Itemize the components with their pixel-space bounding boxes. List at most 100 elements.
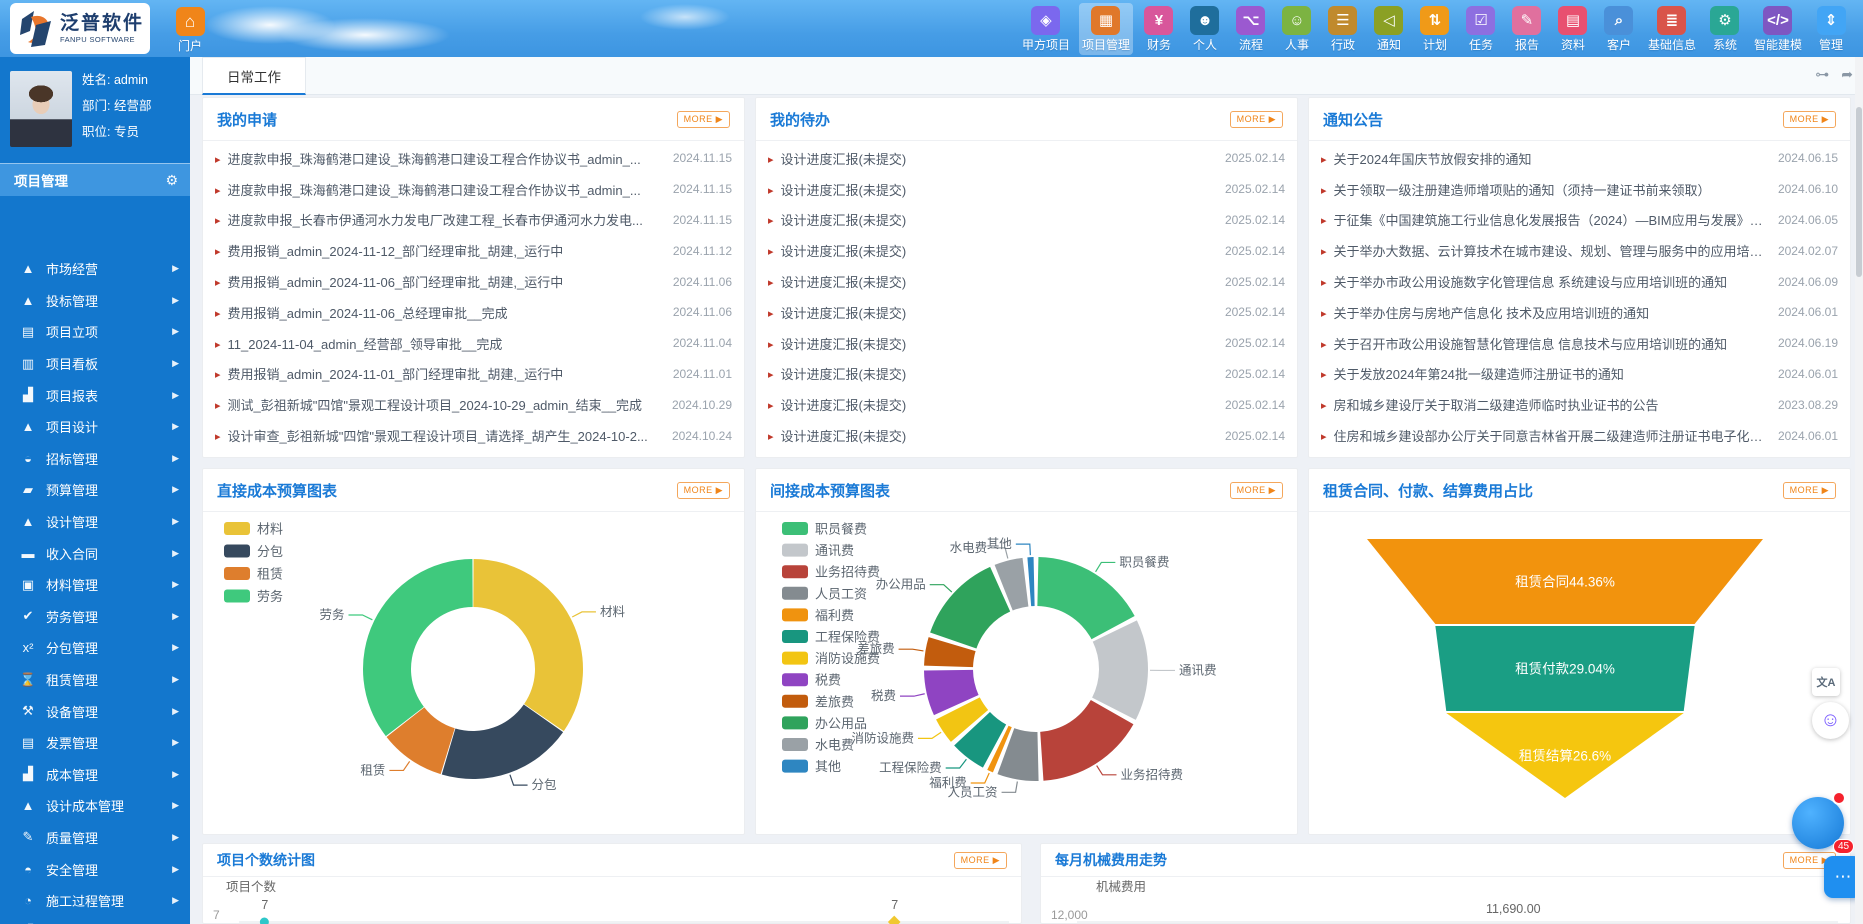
request-list-item[interactable]: 进度款申报_长春市伊通河水力发电厂改建工程_长春市伊通河水力发电... 2024…: [215, 210, 732, 229]
notification-dot: [1832, 791, 1846, 805]
top-nav-item[interactable]: ☑ 任务: [1461, 3, 1501, 55]
sidebar-menu-item[interactable]: ▤ 发票管理 ▶: [0, 727, 190, 759]
top-nav: ◈ 甲方项目 ▦ 项目管理 ¥ 财务 ☻ 个人: [1019, 3, 1851, 55]
svg-text:7: 7: [261, 898, 268, 912]
notice-list-item[interactable]: 于征集《中国建筑施工行业信息化发展报告（2024）—BIM应用与发展》材料...…: [1321, 210, 1838, 229]
todo-list-item[interactable]: 设计进度汇报(未提交) 2025.02.14: [768, 210, 1285, 229]
sidebar-menu-item[interactable]: x² 分包管理 ▶: [0, 632, 190, 664]
notice-list-item[interactable]: 关于领取一级注册建造师增项贴的通知（须持一建证书前来领取） 2024.06.10: [1321, 180, 1838, 199]
notice-list-item[interactable]: 关于发放2024年第24批一级建造师注册证书的通知 2024.06.01: [1321, 364, 1838, 383]
request-list-item[interactable]: 费用报销_admin_2024-11-06_部门经理审批_胡建,_运行中 202…: [215, 272, 732, 291]
gear-icon[interactable]: ⚙: [165, 171, 178, 188]
top-nav-item[interactable]: ✎ 报告: [1507, 3, 1547, 55]
todo-list-item[interactable]: 设计进度汇报(未提交) 2025.02.14: [768, 272, 1285, 291]
top-nav-item[interactable]: ⌕ 客户: [1599, 3, 1639, 55]
top-nav-item[interactable]: ▤ 资料: [1553, 3, 1593, 55]
item-text: 关于举办住房与房地产信息化 技术及应用培训班的通知: [1333, 305, 1650, 321]
logo-subtitle: FANPU SOFTWARE: [60, 35, 135, 44]
bullet-icon: [215, 305, 228, 320]
sidebar-menu-item[interactable]: ▣ 材料管理 ▶: [0, 569, 190, 601]
top-nav-item[interactable]: </> 智能建模: [1751, 3, 1805, 55]
top-nav-item[interactable]: ⚙ 系统: [1705, 3, 1745, 55]
portal-button[interactable]: ⌂ 门户: [168, 4, 212, 54]
notice-list-item[interactable]: 关于举办住房与房地产信息化 技术及应用培训班的通知 2024.06.01: [1321, 303, 1838, 322]
tab-bar: 日常工作 ⊶ ➦: [190, 57, 1863, 95]
notice-list-item[interactable]: 关于2024年国庆节放假安排的通知 2024.06.15: [1321, 149, 1838, 168]
top-nav-item[interactable]: ☰ 行政: [1323, 3, 1363, 55]
todo-list-item[interactable]: 设计进度汇报(未提交) 2025.02.14: [768, 241, 1285, 260]
scrollbar-thumb[interactable]: [1856, 107, 1862, 277]
key-icon[interactable]: ⊶: [1815, 66, 1830, 82]
sidebar-menu-item[interactable]: ▬ 收入合同 ▶: [0, 537, 190, 569]
sidebar-menu-item[interactable]: ◒ 招标管理 ▶: [0, 443, 190, 475]
sidebar-menu-item[interactable]: ✎ 质量管理 ▶: [0, 822, 190, 854]
sidebar-menu-item[interactable]: ▲ 项目设计 ▶: [0, 411, 190, 443]
request-list-item[interactable]: 测试_彭祖新城"四馆"景观工程设计项目_2024-10-29_admin_结束_…: [215, 395, 732, 414]
more-button[interactable]: MORE ▶: [1782, 110, 1836, 128]
top-nav-item[interactable]: ≣ 基础信息: [1645, 3, 1699, 55]
notice-list-item[interactable]: 房和城乡建设厅关于取消二级建造师临时执业证书的公告 2023.08.29: [1321, 395, 1838, 414]
request-list-item[interactable]: 进度款申报_珠海鹤港口建设_珠海鹤港口建设工程合作协议书_admin_... 2…: [215, 149, 732, 168]
sidebar-menu-item[interactable]: ⌛ 租赁管理 ▶: [0, 664, 190, 696]
top-nav-item[interactable]: ⇅ 计划: [1415, 3, 1455, 55]
sidebar-menu-item[interactable]: ▥ 项目看板 ▶: [0, 348, 190, 380]
todo-list-item[interactable]: 设计进度汇报(未提交) 2025.02.14: [768, 180, 1285, 199]
tab-daily-work[interactable]: 日常工作: [202, 57, 306, 95]
sidebar-menu-item[interactable]: ▰ 预算管理 ▶: [0, 474, 190, 506]
top-nav-item[interactable]: ☺ 人事: [1277, 3, 1317, 55]
item-text: 关于召开市政公用设施智慧化管理信息 信息技术与应用培训班的通知: [1333, 336, 1728, 352]
svg-text:税费: 税费: [815, 673, 841, 688]
request-list-item[interactable]: 费用报销_admin_2024-11-01_部门经理审批_胡建,_运行中 202…: [215, 364, 732, 383]
todo-list-item[interactable]: 设计进度汇报(未提交) 2025.02.14: [768, 426, 1285, 445]
top-nav-item[interactable]: ◈ 甲方项目: [1019, 3, 1073, 55]
bullet-icon: [1321, 274, 1334, 289]
todo-list-item[interactable]: 设计进度汇报(未提交) 2025.02.14: [768, 149, 1285, 168]
more-button[interactable]: MORE ▶: [1229, 481, 1283, 499]
sidebar-menu-item[interactable]: ▲ 设计成本管理 ▶: [0, 790, 190, 822]
notice-list-item[interactable]: 关于召开市政公用设施智慧化管理信息 信息技术与应用培训班的通知 2024.06.…: [1321, 334, 1838, 353]
sidebar-menu-item[interactable]: ▟ 成本管理 ▶: [0, 759, 190, 791]
todo-list-item[interactable]: 设计进度汇报(未提交) 2025.02.14: [768, 334, 1285, 353]
request-list-item[interactable]: 11_2024-11-04_admin_经营部_领导审批__完成 2024.11…: [215, 334, 732, 353]
notice-list-item[interactable]: 住房和城乡建设部办公厅关于同意吉林省开展二级建造师注册证书电子化试点... 20…: [1321, 426, 1838, 445]
request-list-item[interactable]: 设计审查_彭祖新城"四馆"景观工程设计项目_请选择_胡产生_2024-10-2.…: [215, 426, 732, 445]
more-button[interactable]: MORE ▶: [1782, 481, 1836, 499]
sidebar-menu-item[interactable]: ⚒ 设备管理 ▶: [0, 695, 190, 727]
request-list-item[interactable]: 费用报销_admin_2024-11-12_部门经理审批_胡建,_运行中 202…: [215, 241, 732, 260]
top-nav-item[interactable]: ⌥ 流程: [1231, 3, 1271, 55]
more-button[interactable]: MORE ▶: [1229, 110, 1283, 128]
request-list-item[interactable]: 进度款申报_珠海鹤港口建设_珠海鹤港口建设工程合作协议书_admin_... 2…: [215, 180, 732, 199]
item-text: 关于举办市政公用设施数字化管理信息 系统建设与应用培训班的通知: [1333, 275, 1728, 291]
sidebar-menu-item[interactable]: ◔ 施工过程管理 ▶: [0, 885, 190, 917]
bullet-icon: [215, 366, 228, 381]
notice-list-item[interactable]: 关于举办市政公用设施数字化管理信息 系统建设与应用培训班的通知 2024.06.…: [1321, 272, 1838, 291]
sidebar-menu-item[interactable]: ✔ 劳务管理 ▶: [0, 601, 190, 633]
top-nav-item[interactable]: ¥ 财务: [1139, 3, 1179, 55]
assistant-robot-float-button[interactable]: ☺: [1812, 702, 1849, 739]
sidebar-menu-item[interactable]: ▲ 投标管理 ▶: [0, 285, 190, 317]
more-button[interactable]: MORE ▶: [676, 481, 730, 499]
todo-list-item[interactable]: 设计进度汇报(未提交) 2025.02.14: [768, 303, 1285, 322]
sidebar-menu-item[interactable]: ▟ 进度管理 ▶: [0, 916, 190, 924]
more-button[interactable]: MORE ▶: [953, 851, 1007, 869]
top-nav-item[interactable]: ▦ 项目管理: [1078, 3, 1133, 55]
avatar: [10, 71, 72, 147]
chevron-right-icon: ▶: [172, 831, 179, 842]
notice-list-item[interactable]: 关于举办大数据、云计算技术在城市建设、规划、管理与服务中的应用培训班... 20…: [1321, 241, 1838, 260]
todo-list-item[interactable]: 设计进度汇报(未提交) 2025.02.14: [768, 395, 1285, 414]
top-nav-item[interactable]: ◁ 通知: [1369, 3, 1409, 55]
translate-float-button[interactable]: 文A: [1812, 668, 1840, 696]
more-button[interactable]: MORE ▶: [676, 110, 730, 128]
sidebar-menu-item[interactable]: ▤ 项目立项 ▶: [0, 316, 190, 348]
sidebar-menu-item[interactable]: ▲ 市场经营 ▶: [0, 253, 190, 285]
sidebar-menu-item[interactable]: ▲ 设计管理 ▶: [0, 506, 190, 538]
top-nav-item[interactable]: ⇕ 管理: [1811, 3, 1851, 55]
share-icon[interactable]: ➦: [1841, 66, 1853, 82]
top-nav-item[interactable]: ☻ 个人: [1185, 3, 1225, 55]
request-list-item[interactable]: 费用报销_admin_2024-11-06_总经理审批__完成 2024.11.…: [215, 303, 732, 322]
sidebar-section-header[interactable]: 项目管理 ⚙: [0, 163, 190, 196]
sidebar-menu-item[interactable]: ▟ 项目报表 ▶: [0, 379, 190, 411]
sidebar-menu-item[interactable]: ◓ 安全管理 ▶: [0, 853, 190, 885]
todo-list-item[interactable]: 设计进度汇报(未提交) 2025.02.14: [768, 364, 1285, 383]
